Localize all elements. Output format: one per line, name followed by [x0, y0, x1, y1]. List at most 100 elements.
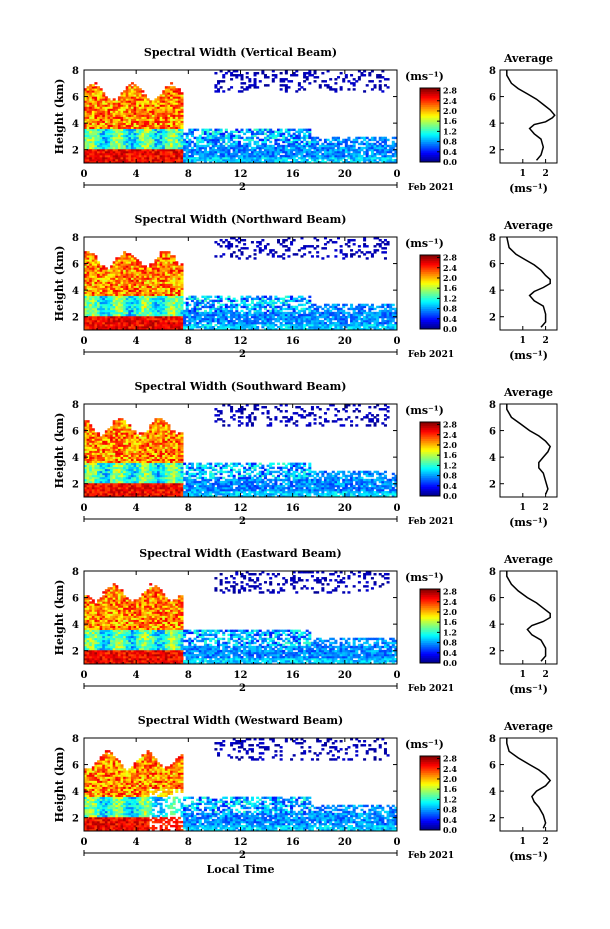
- heatmap-cell: [253, 297, 257, 301]
- heatmap-cell: [104, 124, 108, 128]
- heatmap-cell: [117, 104, 121, 107]
- heatmap-cell: [110, 108, 114, 111]
- heatmap-cell: [190, 130, 194, 134]
- heatmap-cell: [279, 138, 283, 142]
- heatmap-cell: [86, 152, 90, 156]
- heatmap-cell: [334, 311, 338, 315]
- heatmap-cell: [185, 148, 189, 152]
- heatmap-cell: [219, 128, 223, 132]
- heatmap-cell: [138, 118, 142, 121]
- heatmap-cell: [167, 86, 171, 89]
- heatmap-cell: [172, 132, 176, 136]
- heatmap-cell: [112, 154, 116, 158]
- heatmap-cell: [104, 158, 108, 162]
- heatmap-cell: [125, 154, 129, 158]
- colorbar-unit: (ms⁻¹): [405, 70, 444, 83]
- heatmap-cell: [138, 126, 142, 130]
- heatmap-cell: [136, 156, 140, 160]
- heatmap-cell: [151, 126, 155, 130]
- heatmap-cell: [287, 255, 291, 258]
- heatmap-cell: [300, 255, 304, 258]
- heatmap-cell: [258, 247, 262, 250]
- heatmap-cell: [190, 152, 194, 156]
- heatmap-cell: [94, 158, 98, 162]
- heatmap-cell: [146, 136, 150, 140]
- heatmap-cell: [170, 130, 174, 134]
- heatmap-cell: [217, 80, 221, 83]
- heatmap-cell: [149, 134, 153, 138]
- heatmap-cell: [136, 122, 140, 125]
- heatmap-cell: [104, 118, 108, 121]
- heatmap-cells: [84, 237, 398, 331]
- heatmap-cell: [120, 98, 124, 101]
- heatmap-cell: [104, 138, 108, 142]
- heatmap-cell: [211, 130, 215, 134]
- heatmap-cell: [292, 305, 296, 309]
- heatmap-cell: [386, 148, 390, 152]
- heatmap-cell: [162, 92, 166, 95]
- heatmap-cell: [94, 136, 98, 140]
- heatmap-cell: [115, 112, 119, 115]
- heatmap-cell: [125, 156, 129, 160]
- heatmap-cell: [248, 78, 252, 81]
- heatmap-cell: [378, 136, 382, 140]
- heatmap-cell: [318, 311, 322, 315]
- heatmap-cell: [117, 122, 121, 125]
- heatmap-cell: [117, 98, 121, 101]
- heatmap-cell: [180, 118, 184, 121]
- heatmap-cell: [248, 303, 252, 307]
- heatmap-cell: [164, 126, 168, 130]
- heatmap-cell: [164, 158, 168, 162]
- heatmap-cell: [206, 311, 210, 315]
- heatmap-cell: [99, 132, 103, 136]
- x-tick-label: 0: [81, 169, 88, 180]
- heatmap-cell: [159, 106, 163, 109]
- heatmap-cell: [193, 158, 197, 162]
- heatmap-cell: [112, 261, 116, 264]
- heatmap-cell: [91, 114, 95, 117]
- heatmap-cell: [162, 140, 166, 144]
- heatmap-cell: [151, 154, 155, 158]
- heatmap-cell: [277, 156, 281, 160]
- heatmap-cell: [188, 160, 192, 164]
- heatmap-cell: [91, 110, 95, 113]
- heatmap-cell: [284, 307, 288, 311]
- heatmap-cell: [300, 86, 304, 89]
- heatmap-cell: [112, 138, 116, 142]
- heatmap-cell: [308, 295, 312, 299]
- heatmap-cell: [217, 305, 221, 309]
- heatmap-cell: [133, 118, 137, 121]
- heatmap-cell: [162, 152, 166, 156]
- heatmap-cell: [97, 110, 101, 113]
- heatmap-cell: [149, 140, 153, 144]
- heatmap-cell: [175, 114, 179, 117]
- heatmap-cell: [91, 152, 95, 156]
- heatmap-cell: [89, 94, 93, 97]
- heatmap-cell: [133, 92, 137, 95]
- heatmap-cell: [91, 86, 95, 89]
- heatmap-cell: [271, 299, 275, 303]
- heatmap-cell: [175, 122, 179, 125]
- heatmap-cell: [164, 102, 168, 105]
- heatmap-cell: [256, 72, 260, 75]
- heatmap-cell: [297, 309, 301, 313]
- heatmap-cell: [167, 126, 171, 130]
- heatmap-cell: [170, 144, 174, 148]
- heatmap-cell: [133, 98, 137, 101]
- heatmap-cell: [196, 142, 200, 146]
- heatmap-cell: [185, 156, 189, 160]
- heatmap-cell: [172, 128, 176, 132]
- heatmap-cell: [258, 144, 262, 148]
- heatmap-cell: [125, 104, 129, 107]
- heatmap-cell: [172, 136, 176, 140]
- heatmap-cell: [279, 301, 283, 305]
- heatmap-cell: [128, 150, 132, 154]
- heatmap-cell: [180, 130, 184, 134]
- heatmap-cell: [310, 255, 314, 258]
- heatmap-cell: [188, 130, 192, 134]
- heatmap-cell: [107, 122, 111, 125]
- heatmap-cell: [185, 154, 189, 158]
- heatmap-cell: [243, 311, 247, 315]
- heatmap-cell: [151, 124, 155, 128]
